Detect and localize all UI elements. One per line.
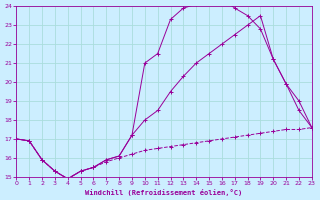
X-axis label: Windchill (Refroidissement éolien,°C): Windchill (Refroidissement éolien,°C)	[85, 189, 243, 196]
